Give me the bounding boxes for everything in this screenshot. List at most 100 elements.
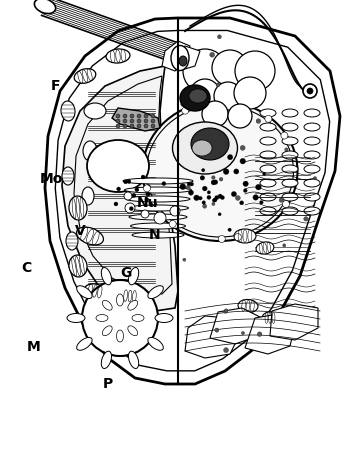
- Circle shape: [130, 124, 134, 128]
- Ellipse shape: [129, 351, 139, 369]
- Circle shape: [224, 309, 228, 312]
- Ellipse shape: [256, 242, 274, 254]
- Circle shape: [224, 348, 229, 353]
- Ellipse shape: [304, 207, 320, 215]
- Polygon shape: [245, 314, 295, 354]
- Circle shape: [240, 201, 244, 205]
- Circle shape: [151, 124, 155, 128]
- Circle shape: [181, 102, 185, 107]
- Ellipse shape: [238, 300, 258, 313]
- Text: N: N: [149, 228, 160, 242]
- Circle shape: [256, 184, 261, 190]
- Ellipse shape: [87, 140, 149, 192]
- Circle shape: [285, 148, 288, 151]
- Circle shape: [228, 104, 252, 128]
- Ellipse shape: [131, 223, 186, 229]
- Circle shape: [313, 177, 317, 180]
- Circle shape: [183, 258, 186, 261]
- Polygon shape: [162, 41, 190, 71]
- Ellipse shape: [192, 140, 212, 156]
- Circle shape: [253, 195, 258, 200]
- Polygon shape: [62, 66, 178, 311]
- Text: F: F: [50, 79, 60, 93]
- Circle shape: [307, 88, 313, 94]
- Circle shape: [241, 331, 245, 335]
- Circle shape: [234, 233, 241, 240]
- Ellipse shape: [74, 69, 96, 83]
- Ellipse shape: [102, 326, 112, 336]
- Circle shape: [116, 114, 120, 118]
- Ellipse shape: [155, 314, 173, 322]
- Circle shape: [151, 119, 155, 123]
- Ellipse shape: [132, 315, 144, 322]
- Circle shape: [256, 119, 261, 123]
- Circle shape: [202, 169, 205, 172]
- Polygon shape: [185, 316, 240, 358]
- Circle shape: [283, 200, 289, 207]
- Circle shape: [207, 195, 211, 199]
- Ellipse shape: [128, 301, 138, 310]
- Ellipse shape: [304, 165, 320, 173]
- Ellipse shape: [234, 229, 256, 243]
- Circle shape: [116, 124, 120, 128]
- Circle shape: [212, 176, 215, 179]
- Circle shape: [202, 201, 206, 204]
- Ellipse shape: [260, 137, 276, 145]
- Ellipse shape: [116, 294, 124, 306]
- Circle shape: [211, 180, 216, 185]
- Ellipse shape: [106, 49, 130, 63]
- Circle shape: [82, 280, 158, 356]
- Circle shape: [144, 114, 148, 118]
- Ellipse shape: [67, 314, 85, 322]
- Text: Mo: Mo: [40, 172, 63, 186]
- Circle shape: [137, 119, 141, 123]
- Ellipse shape: [127, 205, 189, 211]
- Circle shape: [304, 217, 308, 221]
- Circle shape: [123, 124, 127, 128]
- Ellipse shape: [129, 267, 139, 285]
- Circle shape: [198, 196, 202, 200]
- Circle shape: [214, 82, 242, 110]
- Circle shape: [190, 79, 220, 109]
- Circle shape: [212, 202, 215, 206]
- Circle shape: [190, 182, 193, 186]
- Ellipse shape: [304, 179, 320, 187]
- Circle shape: [123, 114, 127, 118]
- Circle shape: [218, 212, 221, 216]
- Circle shape: [228, 228, 231, 232]
- Polygon shape: [210, 308, 262, 344]
- Circle shape: [124, 180, 127, 184]
- Text: M: M: [27, 340, 40, 354]
- Circle shape: [257, 332, 262, 336]
- Circle shape: [213, 198, 217, 202]
- Circle shape: [203, 204, 207, 208]
- Ellipse shape: [191, 128, 229, 160]
- Circle shape: [228, 155, 233, 160]
- Ellipse shape: [179, 56, 187, 66]
- Ellipse shape: [69, 196, 87, 220]
- Ellipse shape: [260, 207, 276, 215]
- Ellipse shape: [260, 165, 276, 173]
- Ellipse shape: [77, 227, 103, 245]
- Ellipse shape: [128, 326, 138, 336]
- Circle shape: [182, 107, 189, 114]
- Polygon shape: [175, 46, 200, 71]
- Circle shape: [215, 328, 219, 332]
- Circle shape: [146, 192, 150, 196]
- Ellipse shape: [142, 101, 297, 241]
- Circle shape: [212, 50, 248, 86]
- Ellipse shape: [102, 301, 112, 310]
- Text: P: P: [103, 377, 113, 391]
- Circle shape: [279, 198, 284, 202]
- Polygon shape: [112, 108, 160, 131]
- Circle shape: [145, 198, 149, 202]
- Circle shape: [141, 210, 149, 218]
- Ellipse shape: [260, 179, 276, 187]
- Circle shape: [202, 186, 207, 191]
- Ellipse shape: [260, 193, 276, 201]
- Text: V: V: [75, 224, 85, 238]
- Circle shape: [244, 189, 247, 192]
- Circle shape: [281, 132, 288, 139]
- Circle shape: [235, 51, 275, 91]
- Circle shape: [169, 220, 176, 227]
